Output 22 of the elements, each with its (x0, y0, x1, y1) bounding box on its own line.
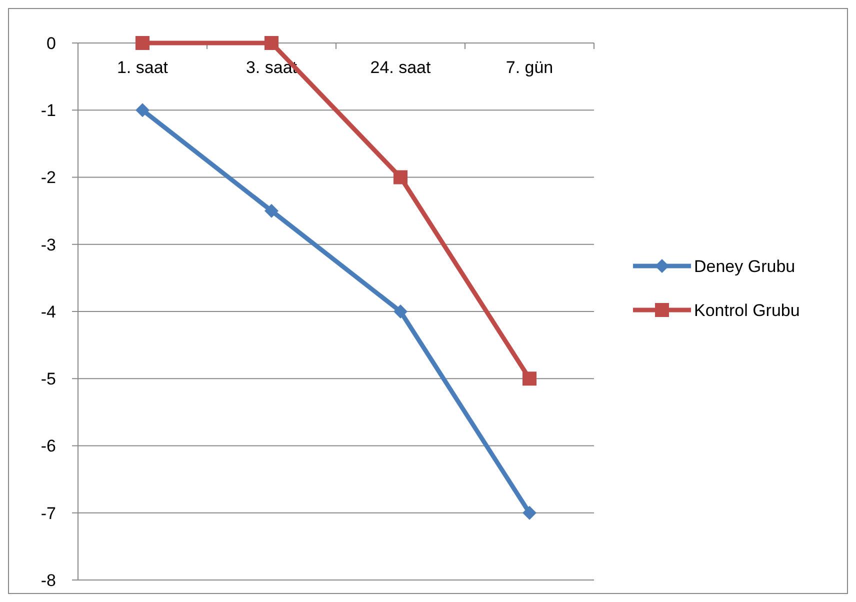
y-tick-label: -1 (40, 101, 56, 120)
point (264, 36, 278, 50)
point (136, 103, 150, 118)
y-tick-label: -3 (40, 235, 56, 254)
point (136, 36, 150, 50)
y-tick-label: -4 (40, 302, 56, 322)
y-tick-label: 0 (46, 34, 56, 53)
y-tick-label: -6 (40, 436, 56, 456)
x-tick-label: 1. saat (116, 58, 168, 77)
x-tick-label: 7. gün (506, 58, 554, 77)
legend-label: Kontrol Grubu (694, 300, 800, 320)
y-tick-label: -8 (40, 570, 56, 590)
point (522, 372, 536, 386)
x-tick-label: 24. saat (370, 58, 432, 77)
y-tick-label: -5 (40, 370, 56, 389)
point (522, 506, 536, 520)
point (394, 304, 408, 318)
point (394, 170, 408, 184)
y-tick-label: -2 (40, 168, 56, 188)
y-tick-label: -7 (40, 504, 56, 523)
point (264, 204, 278, 218)
legend-label: Deney Grubu (694, 256, 796, 276)
